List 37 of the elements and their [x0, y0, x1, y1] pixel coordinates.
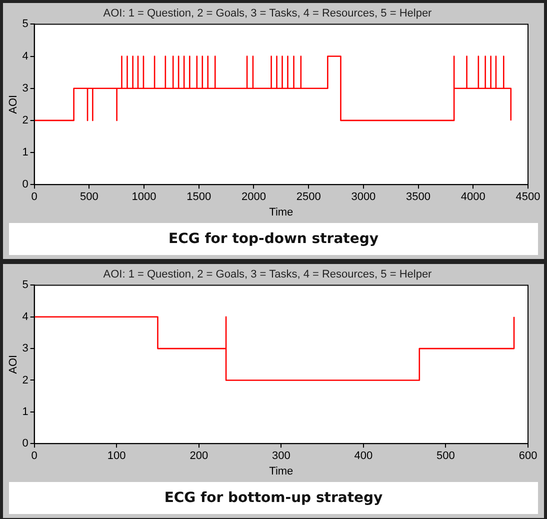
x-tick-label: 200	[190, 450, 208, 462]
y-tick-label: 5	[22, 18, 28, 30]
y-tick-label: 2	[22, 374, 28, 386]
x-tick-label: 500	[436, 450, 455, 462]
y-tick-label: 2	[22, 114, 28, 126]
x-tick-label: 600	[518, 450, 538, 462]
y-axis-title: AOI	[8, 354, 20, 374]
x-tick-label: 500	[80, 191, 98, 204]
chart-title: AOI: 1 = Question, 2 = Goals, 3 = Tasks, 4 = Resources, 5 = Helper	[103, 8, 432, 20]
y-tick-label: 3	[22, 82, 28, 94]
x-tick-label: 4000	[460, 191, 486, 204]
x-axis-title: Time	[269, 465, 294, 478]
x-tick-label: 2000	[241, 191, 266, 204]
text: ECG for top-down strategy	[9, 223, 538, 255]
y-tick-label: 0	[22, 178, 28, 191]
x-tick-label: 1500	[186, 191, 212, 204]
x-tick-label: 1000	[132, 191, 156, 204]
y-tick-label: 3	[22, 342, 28, 355]
x-axis-title: Time	[269, 206, 294, 218]
y-tick-label: 0	[22, 438, 28, 450]
x-tick-label: 4500	[516, 191, 540, 204]
y-tick-label: 4	[22, 50, 28, 62]
y-axis-title: AOI	[8, 94, 20, 114]
x-tick-label: 100	[107, 450, 126, 462]
x-tick-label: 3500	[406, 191, 431, 204]
x-tick-label: 400	[354, 450, 373, 462]
y-tick-label: 1	[22, 146, 28, 159]
text: ECG for bottom-up strategy	[9, 482, 538, 514]
y-tick-label: 5	[22, 279, 28, 292]
x-tick-label: 2500	[296, 191, 321, 204]
y-tick-label: 1	[22, 406, 28, 418]
x-tick-label: 3000	[351, 191, 376, 204]
y-tick-label: 4	[22, 310, 28, 323]
x-tick-label: 0	[31, 191, 38, 204]
x-tick-label: 300	[272, 450, 290, 462]
chart-title: AOI: 1 = Question, 2 = Goals, 3 = Tasks, 4 = Resources, 5 = Helper	[103, 268, 432, 281]
x-tick-label: 0	[31, 450, 38, 462]
